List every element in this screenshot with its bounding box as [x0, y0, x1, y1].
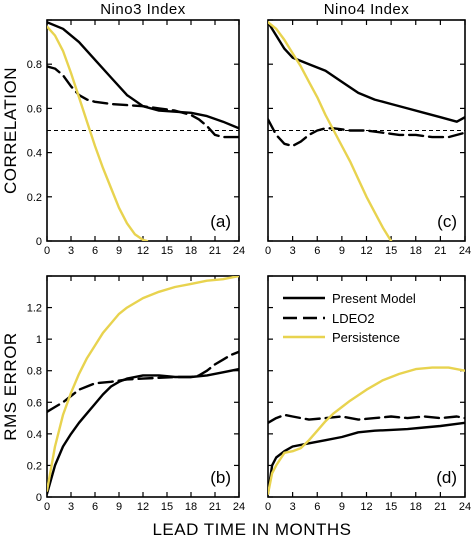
series-line-persistence — [47, 25, 149, 241]
x-tick-label: 9 — [116, 501, 122, 513]
x-tick-label: 6 — [92, 501, 98, 513]
x-tick-label: 21 — [209, 245, 221, 257]
panel-c: 0 3 6 9 12 15 18 21 24 Nino4 Index (c) — [265, 1, 471, 257]
y-tick-label: 0.4 — [27, 148, 42, 160]
panel-title: Nino4 Index — [324, 1, 410, 18]
x-tick-label: 12 — [137, 245, 149, 257]
y-tick-label: 0.2 — [27, 192, 42, 204]
x-tick-label: 3 — [68, 501, 74, 513]
x-tick-label: 9 — [339, 501, 345, 513]
y-tick-label: 0.8 — [27, 366, 42, 378]
x-tick-label: 24 — [459, 501, 471, 513]
x-tick-label: 15 — [385, 501, 397, 513]
x-tick-label: 0 — [265, 501, 271, 513]
x-tick-label: 15 — [385, 245, 397, 257]
x-tick-label: 3 — [68, 245, 74, 257]
series-line-model — [268, 21, 465, 123]
panel-b: 0 3 6 9 12 15 18 21 24 0 0.2 0.4 0.6 0.8 1 1.2 RMS ERROR… — [1, 275, 245, 513]
y-tick-label: 1.2 — [27, 303, 42, 315]
series-line-model — [47, 367, 239, 495]
panel-letter: (b) — [210, 468, 231, 487]
x-tick-label: 6 — [314, 501, 320, 513]
y-tick-label: 0.4 — [27, 429, 42, 441]
plot-frame — [46, 275, 240, 498]
x-tick-label: 0 — [44, 245, 50, 257]
y-tick-label: 0 — [36, 236, 42, 248]
x-tick-label: 15 — [161, 501, 173, 513]
x-tick-label: 18 — [410, 501, 422, 513]
legend-label-persistence: Persistence — [332, 330, 400, 345]
legend: Present Model LDEO2 Persistence — [283, 291, 416, 345]
x-tick-label: 21 — [209, 501, 221, 513]
x-tick-label: 6 — [314, 245, 320, 257]
series-line-ldeo2 — [268, 413, 465, 424]
panel-letter: (a) — [210, 212, 231, 231]
x-tick-label: 18 — [410, 245, 422, 257]
y-tick-label: 1 — [36, 334, 42, 346]
panel-title: Nino3 Index — [100, 1, 186, 18]
series-line-persistence — [268, 366, 465, 495]
plot-frame — [267, 275, 466, 498]
x-tick-label: 9 — [116, 245, 122, 257]
x-tick-label: 18 — [185, 501, 197, 513]
x-tick-label: 12 — [360, 501, 372, 513]
x-tick-label: 24 — [459, 245, 471, 257]
panel-letter: (d) — [436, 468, 457, 487]
x-axis-label: LEAD TIME IN MONTHS — [152, 520, 351, 535]
y-tick-label: 0.6 — [27, 103, 42, 115]
series-line-persistence — [268, 21, 393, 241]
panel-a: 0 3 6 9 12 15 18 21 24 0 0.2 0.4 0.6 0.8 Nino3 Index CO… — [1, 1, 245, 257]
y-tick-label: 0 — [36, 492, 42, 504]
y-axis-label: RMS ERROR — [1, 332, 20, 440]
x-tick-label: 18 — [185, 245, 197, 257]
x-tick-label: 3 — [290, 245, 296, 257]
y-tick-label: 0.6 — [27, 397, 42, 409]
y-tick-label: 0.8 — [27, 59, 42, 71]
x-tick-label: 12 — [360, 245, 372, 257]
series-line-ldeo2 — [268, 118, 465, 148]
legend-label-ldeo2: LDEO2 — [332, 311, 375, 326]
x-tick-label: 0 — [265, 245, 271, 257]
x-tick-label: 3 — [290, 501, 296, 513]
x-tick-label: 0 — [44, 501, 50, 513]
x-tick-label: 9 — [339, 245, 345, 257]
legend-label-present-model: Present Model — [332, 291, 416, 306]
y-tick-label: 0.2 — [27, 460, 42, 472]
x-tick-label: 24 — [233, 245, 245, 257]
panel-d: 0 3 6 9 12 15 18 21 24 (d) — [265, 275, 471, 513]
x-tick-label: 21 — [434, 245, 446, 257]
series-line-persistence — [47, 276, 239, 492]
series-line-ldeo2 — [47, 65, 239, 139]
x-tick-label: 15 — [161, 245, 173, 257]
series-line-model — [268, 421, 465, 495]
x-tick-label: 21 — [434, 501, 446, 513]
x-tick-label: 24 — [233, 501, 245, 513]
series-line-model — [47, 21, 239, 130]
x-tick-label: 12 — [137, 501, 149, 513]
x-tick-label: 6 — [92, 245, 98, 257]
y-axis-label: CORRELATION — [1, 67, 20, 194]
panel-letter: (c) — [437, 212, 457, 231]
